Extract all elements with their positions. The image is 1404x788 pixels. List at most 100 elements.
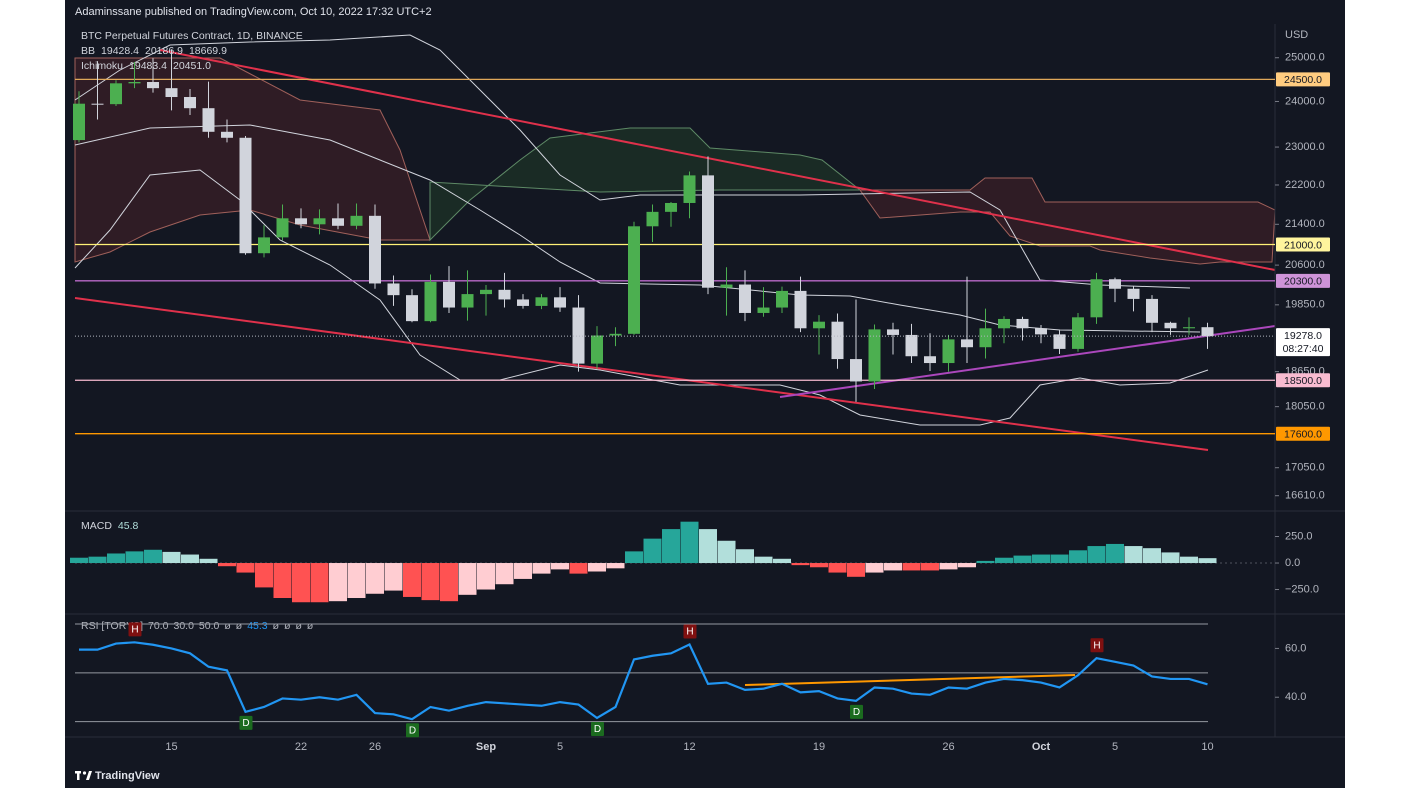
x-tick-label: 19	[813, 741, 825, 753]
macd-bar	[699, 529, 717, 564]
macd-readout: 45.8	[118, 520, 139, 532]
candle-body	[813, 321, 825, 329]
candle-body	[110, 83, 122, 105]
macd-bar	[884, 563, 902, 571]
candle-body	[998, 318, 1010, 329]
pivot-label: D	[409, 725, 416, 736]
candle-body	[535, 297, 548, 306]
pivot-marker	[128, 622, 142, 637]
macd-bar	[902, 563, 921, 571]
macd-bar	[458, 563, 477, 595]
candle-body	[1146, 298, 1158, 323]
pivot-marker	[591, 721, 604, 736]
candle-body	[480, 289, 492, 295]
pivot-marker	[239, 715, 253, 730]
pivot-marker	[1090, 638, 1104, 653]
macd-bar	[236, 563, 255, 573]
price-level-tag	[1276, 373, 1330, 388]
x-tick-label: Sep	[476, 741, 496, 753]
candle-body	[942, 339, 955, 364]
trendline	[779, 325, 1276, 398]
y-tick-label: 16610.0	[1285, 490, 1325, 502]
macd-bar	[1161, 552, 1180, 564]
y-tick-label: 18050.0	[1285, 401, 1325, 413]
x-tick-label: 10	[1201, 741, 1213, 753]
y-tick-label: −250.0	[1285, 583, 1319, 595]
candle-body	[591, 335, 603, 364]
indicator-readout: 20451.0	[173, 60, 211, 72]
macd-bar	[773, 558, 791, 564]
candle-body	[979, 328, 992, 348]
macd-bar	[477, 563, 495, 590]
candle-body	[776, 290, 788, 308]
candle-body	[258, 237, 270, 254]
candle-body	[517, 299, 529, 306]
macd-bar	[1087, 546, 1106, 564]
ichimoku-cloud	[859, 177, 1276, 265]
macd-bar	[847, 563, 865, 577]
macd-bar	[828, 563, 847, 573]
rsi-legend-item: 70.0	[148, 620, 169, 632]
y-tick-label: 0.0	[1285, 557, 1300, 569]
macd-bar	[384, 563, 403, 591]
candle-body	[165, 88, 178, 98]
macd-bar	[255, 563, 273, 588]
candle-body	[1090, 279, 1103, 318]
candle-body	[369, 215, 381, 284]
macd-bar	[643, 538, 662, 564]
candle-body	[239, 137, 252, 254]
pivot-label: D	[853, 707, 860, 718]
macd-bar	[181, 554, 199, 564]
pivot-label: D	[594, 724, 601, 735]
ichimoku-cloud	[74, 57, 431, 263]
macd-bar	[662, 529, 680, 564]
pivot-marker	[683, 624, 697, 639]
macd-bar	[1198, 558, 1217, 564]
candle-body	[554, 297, 566, 308]
candle-body	[1127, 288, 1140, 299]
candle-body	[461, 294, 474, 308]
indicator-readout: 19428.4	[101, 45, 139, 57]
candle-body	[609, 333, 622, 336]
macd-bar	[958, 563, 976, 568]
macd-bar	[606, 563, 625, 569]
macd-bar	[199, 558, 218, 564]
rsi-legend-item: ø	[307, 620, 314, 632]
macd-bar	[495, 563, 514, 585]
macd-bar	[736, 549, 754, 564]
rsi-legend-item: RSI [TORYS]	[81, 620, 143, 632]
rsi-legend-item: ø	[284, 620, 291, 632]
candle-body	[794, 290, 807, 329]
candle-body	[831, 321, 844, 360]
candle-body	[73, 103, 85, 141]
y-tick-label: 60.0	[1285, 642, 1306, 654]
candle-body	[387, 283, 400, 296]
candle-body	[406, 295, 418, 322]
macd-bar	[1013, 555, 1032, 564]
ichimoku-cloud	[429, 127, 862, 242]
candle-body	[424, 281, 437, 322]
macd-bar	[218, 563, 236, 567]
macd-bar	[88, 556, 107, 564]
pivot-label: H	[686, 627, 693, 638]
macd-bar	[347, 563, 366, 599]
price-level-tag	[1276, 237, 1330, 252]
trendline	[74, 297, 1209, 451]
macd-bar	[514, 563, 532, 579]
candle-body	[184, 97, 196, 109]
bollinger-upper	[74, 34, 1191, 289]
rsi-legend: RSI [TORYS] 70.0 30.0 50.0 ø ø 45.3 ø ø ø ø	[81, 620, 314, 632]
indicator-legend: Ichimoku 19483.4 20451.0	[81, 60, 211, 72]
macd-bar	[107, 553, 125, 564]
indicator-readout: 20186.9	[145, 45, 183, 57]
candle-body	[1035, 328, 1047, 335]
trendline	[159, 49, 1276, 271]
candle-body	[628, 226, 640, 334]
price-level-label: 18500.0	[1284, 375, 1322, 387]
macd-bar	[588, 563, 606, 572]
candle-body	[332, 218, 344, 226]
macd-bar	[551, 563, 569, 570]
candle-body	[128, 82, 141, 84]
header-title: Adaminssane published on TradingView.com…	[75, 6, 432, 18]
